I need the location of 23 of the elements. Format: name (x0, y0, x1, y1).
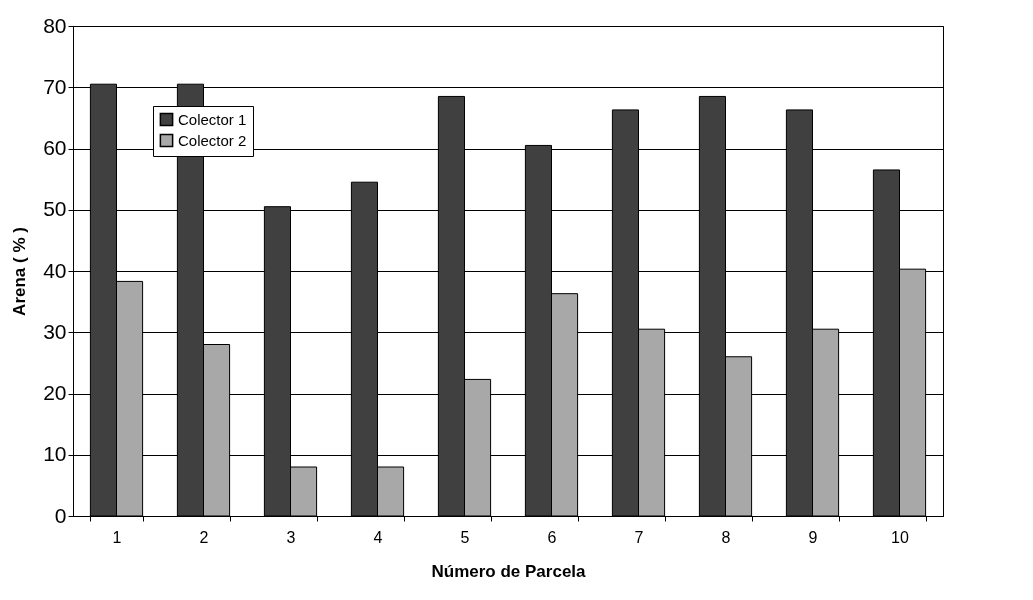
x-tick-label: 3 (286, 528, 296, 546)
legend-label: Colector 2 (178, 131, 247, 149)
x-axis-title: Número de Parcela (431, 561, 587, 581)
x-tick-label: 7 (634, 528, 644, 546)
x-tick-label: 9 (808, 528, 818, 546)
y-tick-label: 40 (43, 258, 67, 282)
y-tick-label: 30 (43, 319, 67, 343)
y-axis-title: Arena ( % ) (10, 227, 30, 316)
y-tick-label: 80 (43, 13, 67, 37)
x-tick-label: 6 (547, 528, 557, 546)
y-tick-label: 0 (54, 503, 67, 527)
x-tick-label: 10 (891, 528, 909, 546)
x-tick-label: 2 (199, 528, 209, 546)
x-tick-label: 8 (721, 528, 731, 546)
x-tick-label: 4 (373, 528, 383, 546)
y-tick-label: 20 (43, 381, 67, 404)
y-tick-label: 60 (43, 136, 67, 159)
x-tick-label: 1 (112, 528, 122, 546)
x-tick-label: 5 (460, 528, 470, 546)
y-tick-label: 50 (43, 197, 67, 221)
legend-label: Colector 1 (178, 110, 247, 128)
y-tick-label: 10 (43, 442, 67, 466)
y-tick-label: 70 (43, 74, 67, 98)
